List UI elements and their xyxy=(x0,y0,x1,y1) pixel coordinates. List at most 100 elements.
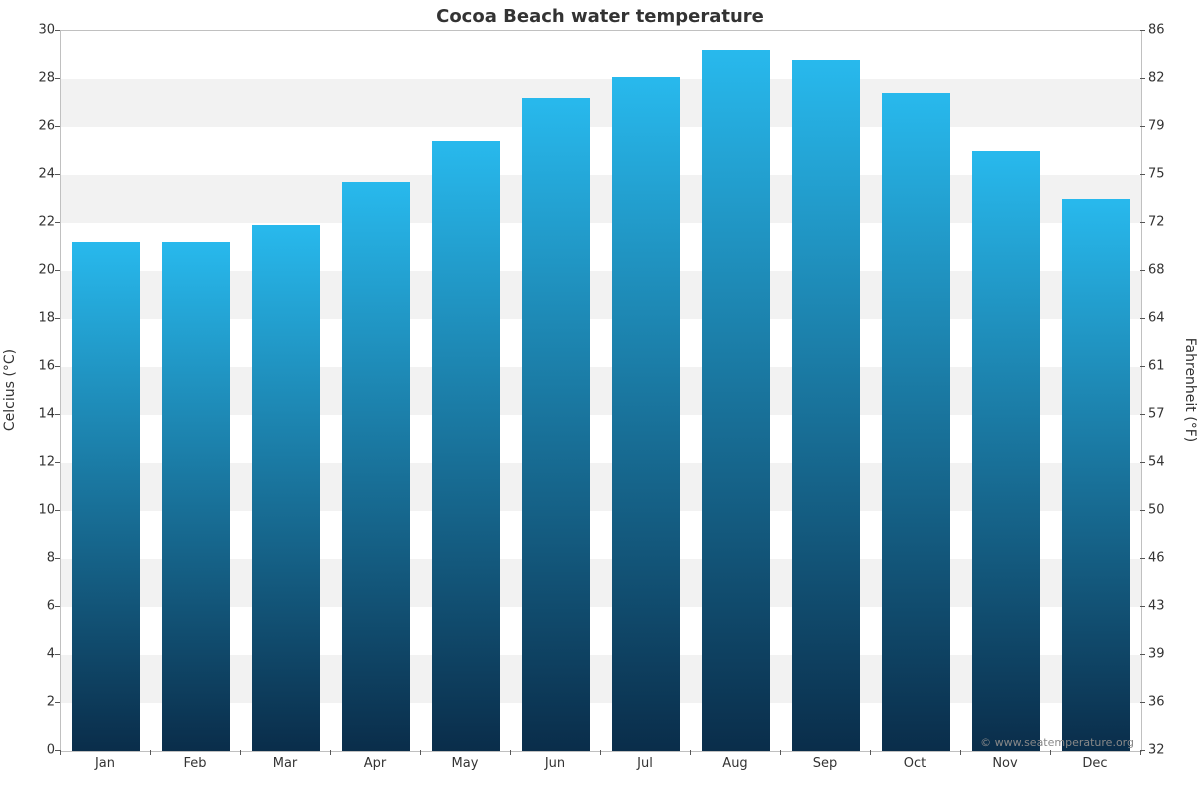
credit-text: © www.seatemperature.org xyxy=(980,736,1134,749)
tick-mark xyxy=(1140,270,1145,271)
x-tick-label: Feb xyxy=(183,756,206,771)
tick-mark xyxy=(55,126,60,127)
chart-container: Cocoa Beach water temperature Celcius (°… xyxy=(0,0,1200,800)
x-tick-label: Apr xyxy=(364,756,387,771)
tick-mark xyxy=(55,606,60,607)
plot-area xyxy=(60,30,1142,752)
y-right-tick-label: 50 xyxy=(1148,503,1198,518)
tick-mark xyxy=(55,558,60,559)
y-right-tick-label: 46 xyxy=(1148,551,1198,566)
y-left-tick-label: 18 xyxy=(5,311,55,326)
y-left-tick-label: 6 xyxy=(5,599,55,614)
tick-mark xyxy=(1140,78,1145,79)
y-left-tick-label: 24 xyxy=(5,167,55,182)
y-left-tick-label: 4 xyxy=(5,647,55,662)
tick-mark xyxy=(1140,366,1145,367)
y-right-tick-label: 54 xyxy=(1148,455,1198,470)
tick-mark xyxy=(1140,606,1145,607)
y-right-tick-label: 86 xyxy=(1148,23,1198,38)
tick-mark xyxy=(600,750,601,755)
tick-mark xyxy=(1140,126,1145,127)
tick-mark xyxy=(55,174,60,175)
bar-nov xyxy=(972,151,1040,751)
tick-mark xyxy=(55,702,60,703)
y-right-tick-label: 57 xyxy=(1148,407,1198,422)
x-tick-label: Jan xyxy=(95,756,115,771)
x-tick-label: Mar xyxy=(273,756,298,771)
y-left-tick-label: 16 xyxy=(5,359,55,374)
tick-mark xyxy=(55,510,60,511)
tick-mark xyxy=(1140,318,1145,319)
y-left-tick-label: 10 xyxy=(5,503,55,518)
tick-mark xyxy=(330,750,331,755)
tick-mark xyxy=(55,78,60,79)
tick-mark xyxy=(690,750,691,755)
tick-mark xyxy=(510,750,511,755)
tick-mark xyxy=(420,750,421,755)
tick-mark xyxy=(55,270,60,271)
tick-mark xyxy=(60,750,61,755)
chart-title: Cocoa Beach water temperature xyxy=(0,6,1200,27)
tick-mark xyxy=(1140,462,1145,463)
tick-mark xyxy=(55,222,60,223)
y-axis-right-label: Fahrenheit (°F) xyxy=(1182,338,1198,442)
x-tick-label: Sep xyxy=(813,756,838,771)
tick-mark xyxy=(870,750,871,755)
y-right-tick-label: 32 xyxy=(1148,743,1198,758)
bar-may xyxy=(432,141,500,751)
tick-mark xyxy=(1140,222,1145,223)
bar-jan xyxy=(72,242,140,751)
y-right-tick-label: 43 xyxy=(1148,599,1198,614)
tick-mark xyxy=(55,654,60,655)
tick-mark xyxy=(150,750,151,755)
y-left-tick-label: 14 xyxy=(5,407,55,422)
y-right-tick-label: 82 xyxy=(1148,71,1198,86)
tick-mark xyxy=(1050,750,1051,755)
y-right-tick-label: 61 xyxy=(1148,359,1198,374)
x-tick-label: Aug xyxy=(722,756,747,771)
y-left-tick-label: 20 xyxy=(5,263,55,278)
tick-mark xyxy=(1140,558,1145,559)
bar-dec xyxy=(1062,199,1130,751)
bar-apr xyxy=(342,182,410,751)
bar-mar xyxy=(252,225,320,751)
y-left-tick-label: 2 xyxy=(5,695,55,710)
y-right-tick-label: 72 xyxy=(1148,215,1198,230)
bar-aug xyxy=(702,50,770,751)
bar-jul xyxy=(612,77,680,751)
x-tick-label: May xyxy=(452,756,479,771)
y-right-tick-label: 79 xyxy=(1148,119,1198,134)
y-left-tick-label: 8 xyxy=(5,551,55,566)
y-right-tick-label: 39 xyxy=(1148,647,1198,662)
x-tick-label: Jun xyxy=(545,756,565,771)
tick-mark xyxy=(1140,510,1145,511)
tick-mark xyxy=(55,414,60,415)
tick-mark xyxy=(240,750,241,755)
tick-mark xyxy=(1140,702,1145,703)
bar-feb xyxy=(162,242,230,751)
tick-mark xyxy=(55,462,60,463)
tick-mark xyxy=(780,750,781,755)
bar-oct xyxy=(882,93,950,751)
y-left-tick-label: 12 xyxy=(5,455,55,470)
tick-mark xyxy=(1140,750,1141,755)
tick-mark xyxy=(55,366,60,367)
y-left-tick-label: 0 xyxy=(5,743,55,758)
x-tick-label: Nov xyxy=(992,756,1017,771)
tick-mark xyxy=(55,30,60,31)
y-right-tick-label: 64 xyxy=(1148,311,1198,326)
tick-mark xyxy=(1140,414,1145,415)
bar-sep xyxy=(792,60,860,751)
y-right-tick-label: 36 xyxy=(1148,695,1198,710)
bar-jun xyxy=(522,98,590,751)
y-left-tick-label: 26 xyxy=(5,119,55,134)
y-right-tick-label: 68 xyxy=(1148,263,1198,278)
x-tick-label: Dec xyxy=(1082,756,1107,771)
grid-band xyxy=(61,79,1141,127)
y-left-tick-label: 28 xyxy=(5,71,55,86)
tick-mark xyxy=(55,318,60,319)
x-tick-label: Oct xyxy=(904,756,926,771)
tick-mark xyxy=(960,750,961,755)
tick-mark xyxy=(1140,30,1145,31)
tick-mark xyxy=(1140,174,1145,175)
